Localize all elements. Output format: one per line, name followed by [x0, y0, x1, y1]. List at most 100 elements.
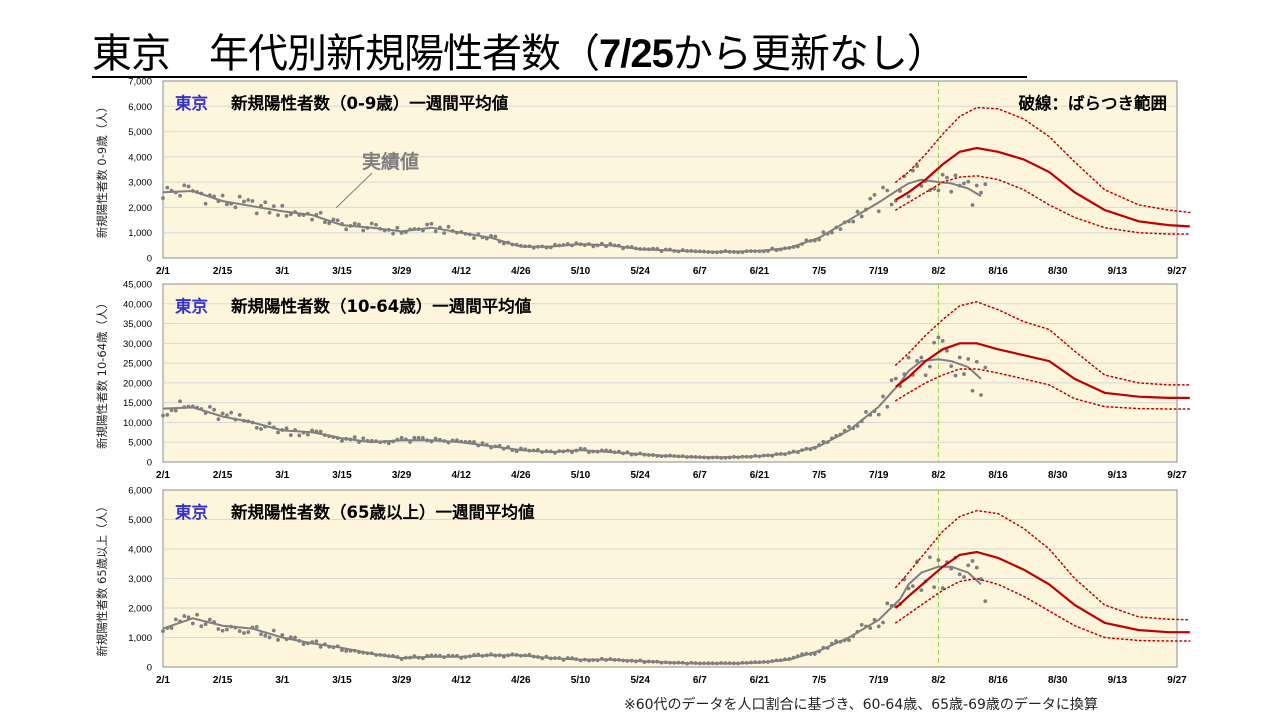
data-point [970, 203, 975, 207]
data-point [876, 412, 881, 417]
x-tick-label: 9/13 [1108, 675, 1128, 686]
panel-note: 破線：ばらつき範囲 [1019, 93, 1168, 113]
data-point [416, 435, 421, 440]
series-line-range [895, 106, 1191, 214]
data-point [254, 625, 259, 629]
data-point [259, 632, 263, 637]
y-tick-label: 20,000 [123, 378, 152, 389]
x-tick-label: 4/12 [452, 266, 472, 277]
data-point [186, 615, 191, 620]
chart-panel-1: 0 1,000 2,000 3,000 4,000 5,000 6,000 7,000 2/1 2… [95, 77, 1191, 277]
data-point [906, 355, 911, 360]
data-point [220, 628, 225, 633]
data-point [284, 426, 289, 431]
data-point [864, 410, 868, 414]
data-point [254, 425, 259, 430]
x-tick-label: 2/15 [213, 266, 233, 277]
data-point [957, 572, 962, 577]
x-tick-label: 6/7 [693, 675, 707, 686]
data-point [936, 558, 941, 563]
data-point [893, 376, 898, 381]
title-underline [92, 76, 1027, 78]
x-tick-label: 4/26 [511, 266, 531, 277]
data-point [979, 190, 983, 195]
y-tick-label: 1,000 [128, 633, 152, 644]
data-point [399, 435, 404, 440]
data-point [161, 629, 165, 634]
data-point [940, 172, 945, 177]
data-point [314, 639, 319, 644]
data-point [182, 614, 187, 618]
x-tick-label: 2/1 [156, 675, 170, 686]
data-point [374, 222, 378, 227]
data-point [284, 214, 289, 218]
x-tick-label: 5/24 [630, 675, 650, 686]
data-point [945, 348, 949, 353]
data-point [220, 193, 225, 198]
x-tick-label: 7/19 [869, 675, 889, 686]
series-line-range [895, 509, 1191, 621]
data-point [195, 612, 199, 617]
data-point [847, 638, 851, 642]
data-point [974, 183, 979, 188]
data-point [178, 193, 182, 198]
data-point [280, 203, 285, 208]
x-tick-label: 2/15 [213, 675, 233, 686]
data-point [446, 224, 451, 229]
x-tick-label: 3/1 [275, 675, 289, 686]
data-point [344, 227, 349, 232]
data-point [361, 436, 366, 441]
data-point [322, 220, 327, 224]
x-tick-label: 4/26 [511, 470, 531, 481]
y-tick-label: 0 [147, 663, 152, 674]
panel-region-label: 東京 [175, 296, 208, 316]
footnote: ※60代のデータを人口割合に基づき、60-64歳、65歳-69歳のデータに換算 [624, 697, 1098, 713]
data-point [889, 202, 894, 207]
series-line-actual [162, 358, 982, 459]
x-tick-label: 2/15 [213, 470, 233, 481]
data-point [352, 435, 357, 440]
data-point [851, 219, 856, 224]
y-tick-label: 6,000 [128, 486, 152, 497]
data-point [927, 555, 932, 560]
panel-region-label: 東京 [175, 93, 208, 113]
x-tick-label: 5/24 [630, 266, 650, 277]
x-tick-label: 5/10 [571, 675, 591, 686]
data-point [902, 577, 907, 582]
data-point [254, 211, 259, 216]
data-point [340, 439, 344, 443]
x-tick-label: 3/1 [275, 266, 289, 277]
data-point [161, 413, 165, 418]
data-point [301, 642, 306, 647]
data-point [425, 222, 430, 227]
data-point [974, 565, 979, 570]
data-point [915, 164, 920, 168]
x-tick-label: 9/27 [1167, 470, 1187, 481]
data-point [859, 622, 864, 627]
data-point [953, 373, 958, 378]
data-point [259, 427, 263, 431]
data-point [288, 433, 293, 438]
x-tick-label: 5/10 [571, 470, 591, 481]
data-point [983, 599, 988, 604]
data-point [433, 229, 438, 234]
title-date-text: 7/25 [599, 32, 674, 76]
data-point [847, 424, 851, 429]
x-tick-label: 8/16 [988, 470, 1008, 481]
y-tick-label: 30,000 [123, 339, 152, 350]
x-tick-label: 3/29 [392, 675, 412, 686]
x-tick-label: 3/15 [332, 266, 352, 277]
data-point [493, 234, 498, 239]
series-line-range [895, 301, 1191, 386]
x-tick-label: 7/5 [812, 470, 826, 481]
data-point [267, 421, 272, 426]
data-point [945, 175, 949, 180]
data-point [927, 364, 932, 369]
x-tick-label: 6/21 [750, 266, 770, 277]
data-point [344, 649, 349, 653]
y-tick-label: 1,000 [128, 228, 152, 239]
x-tick-label: 8/30 [1048, 470, 1068, 481]
data-point [889, 378, 894, 383]
x-tick-label: 8/2 [931, 266, 945, 277]
data-point [872, 192, 877, 197]
